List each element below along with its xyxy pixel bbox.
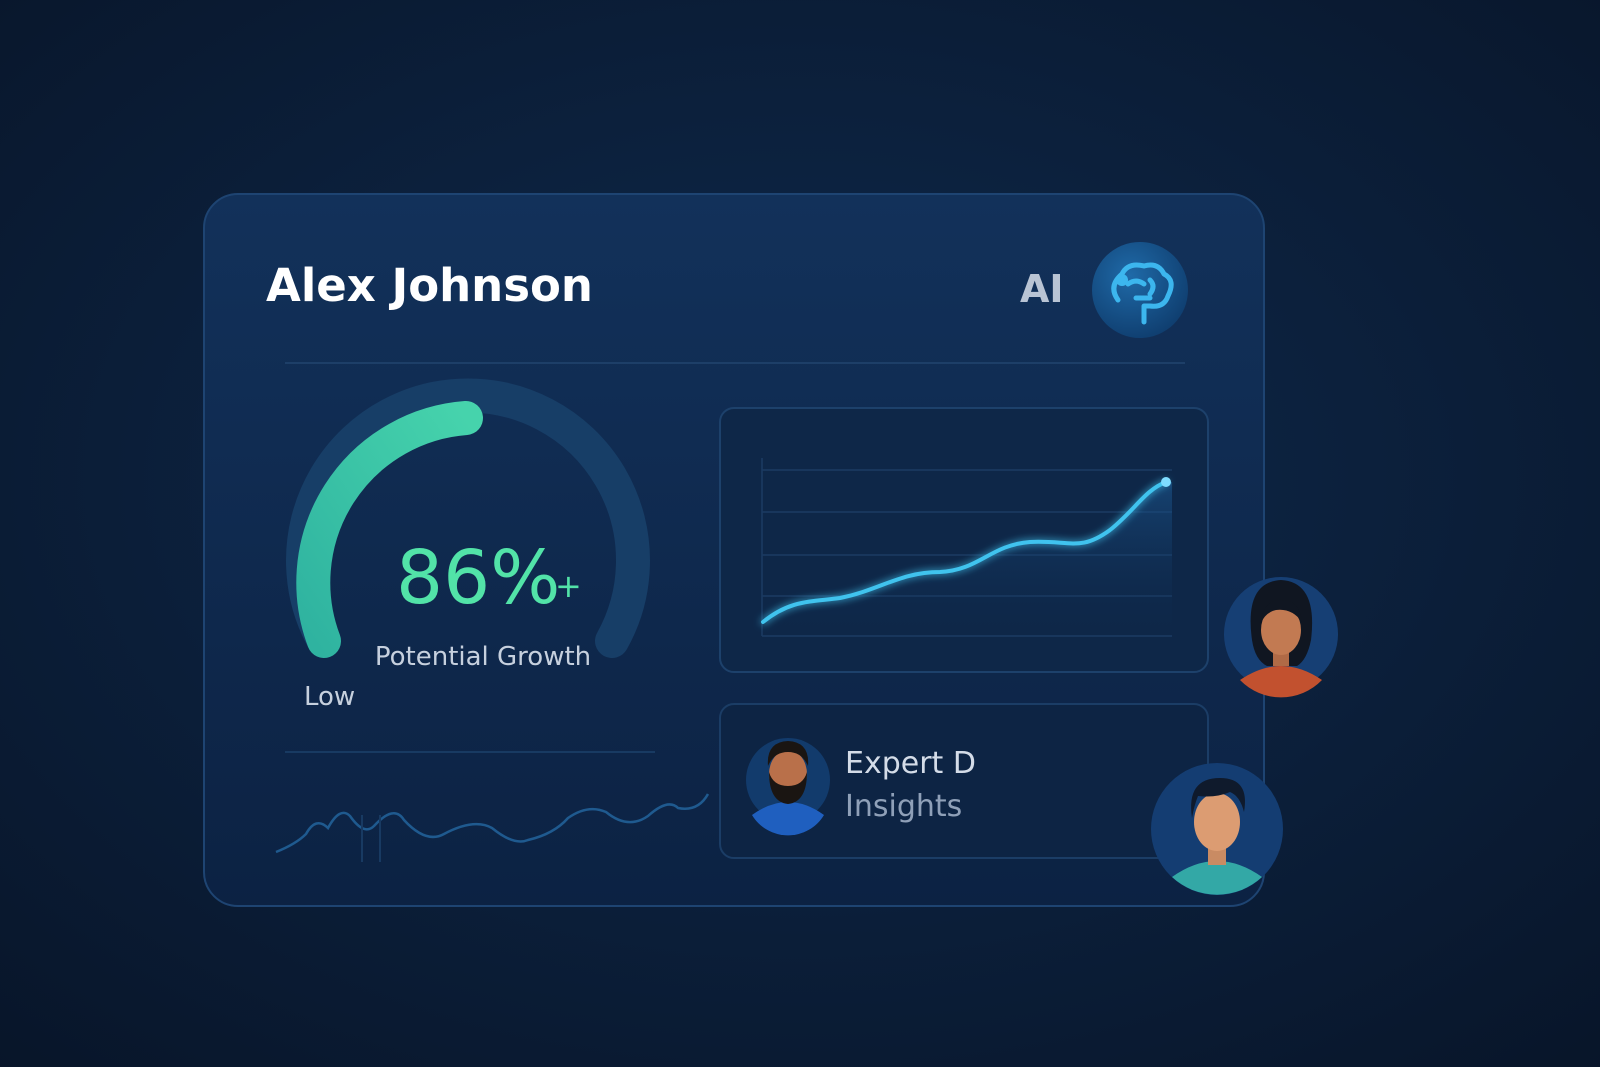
avatar-beard (769, 772, 807, 804)
avatar-hair (1191, 778, 1245, 818)
avatar-shirt (752, 802, 824, 836)
sparkline (275, 793, 710, 854)
avatar-face (1261, 605, 1301, 655)
expert-avatar (746, 738, 830, 836)
avatar-fringe (1260, 599, 1302, 624)
chart-area (763, 482, 1172, 636)
gauge-suffix: + (555, 567, 582, 605)
user-name: Alex Johnson (266, 259, 593, 312)
ai-icon-circle (1092, 242, 1188, 338)
gauge-low-label: Low (304, 682, 355, 712)
gauge-label: Potential Growth (375, 642, 591, 672)
brain-glyph (1111, 262, 1174, 325)
brain-dot (1116, 274, 1128, 286)
expert-subtitle: Insights (845, 789, 962, 824)
avatar-shirt (1172, 861, 1262, 895)
chart-line (761, 480, 1168, 624)
expert-title: Expert D (845, 746, 976, 781)
gauge-fill (296, 401, 483, 658)
avatar-shirt (1240, 666, 1322, 698)
avatar-man[interactable] (1151, 763, 1283, 895)
avatar-hair (767, 741, 809, 766)
gauge-value: 86% (396, 535, 560, 621)
avatar-face (1194, 793, 1240, 851)
avatar-woman[interactable] (1224, 577, 1338, 698)
ai-badge: AI (1020, 267, 1064, 311)
chart-endpoint (1161, 477, 1171, 487)
ai-icon[interactable] (1092, 242, 1188, 338)
